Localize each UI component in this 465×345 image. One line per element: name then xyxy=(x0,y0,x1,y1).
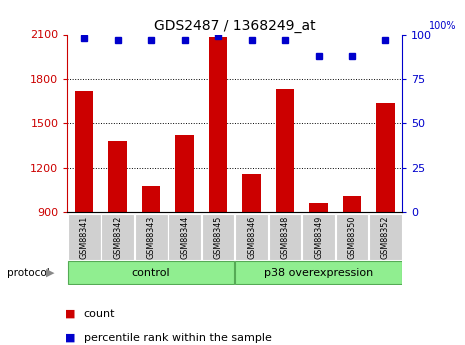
Bar xyxy=(75,91,93,212)
Text: GSM88352: GSM88352 xyxy=(381,215,390,259)
FancyBboxPatch shape xyxy=(269,214,301,260)
Text: GSM88346: GSM88346 xyxy=(247,216,256,259)
Text: ■: ■ xyxy=(65,309,76,319)
FancyBboxPatch shape xyxy=(369,214,402,260)
Text: GSM88348: GSM88348 xyxy=(280,216,290,259)
FancyBboxPatch shape xyxy=(135,214,167,260)
FancyBboxPatch shape xyxy=(336,214,368,260)
Bar xyxy=(209,38,227,212)
Text: 100%: 100% xyxy=(429,21,457,31)
Text: GSM88343: GSM88343 xyxy=(146,216,156,259)
Text: control: control xyxy=(132,268,171,277)
Bar xyxy=(376,102,395,212)
Bar xyxy=(276,89,294,212)
FancyBboxPatch shape xyxy=(68,214,100,260)
FancyBboxPatch shape xyxy=(168,214,201,260)
Text: count: count xyxy=(84,309,115,319)
Text: percentile rank within the sample: percentile rank within the sample xyxy=(84,333,272,343)
Text: GSM88349: GSM88349 xyxy=(314,216,323,259)
FancyBboxPatch shape xyxy=(235,261,402,284)
Text: ■: ■ xyxy=(65,333,76,343)
FancyBboxPatch shape xyxy=(101,214,134,260)
Text: GSM88350: GSM88350 xyxy=(347,216,357,259)
Bar xyxy=(108,141,127,212)
Bar xyxy=(343,196,361,212)
Text: GSM88341: GSM88341 xyxy=(80,216,89,259)
Text: GSM88344: GSM88344 xyxy=(180,216,189,259)
Text: protocol: protocol xyxy=(7,268,50,277)
Bar xyxy=(175,135,194,212)
FancyBboxPatch shape xyxy=(302,214,335,260)
Title: GDS2487 / 1368249_at: GDS2487 / 1368249_at xyxy=(154,19,316,33)
FancyBboxPatch shape xyxy=(235,214,268,260)
Text: GSM88345: GSM88345 xyxy=(213,216,223,259)
FancyBboxPatch shape xyxy=(68,261,234,284)
Text: p38 overexpression: p38 overexpression xyxy=(264,268,373,277)
FancyBboxPatch shape xyxy=(202,214,234,260)
Text: ▶: ▶ xyxy=(46,268,54,277)
Bar xyxy=(309,203,328,212)
Bar xyxy=(142,186,160,212)
Bar xyxy=(242,174,261,212)
Text: GSM88342: GSM88342 xyxy=(113,216,122,259)
